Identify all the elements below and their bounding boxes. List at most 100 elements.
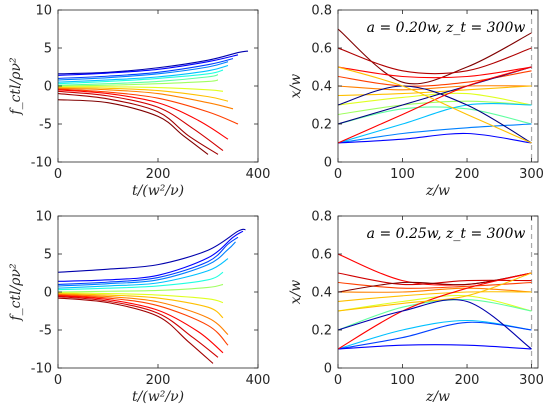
y-axis-label: x/w (288, 280, 304, 305)
y-tick-label: 5 (44, 42, 52, 57)
series-line-0 (58, 228, 246, 273)
series-line-6 (338, 92, 532, 106)
series-line-15 (58, 99, 209, 155)
x-tick-label: 0 (334, 373, 342, 388)
panel-annotation: a = 0.20w, z_t = 300w (367, 20, 526, 36)
series-group (58, 228, 246, 364)
panel-annotation: a = 0.25w, z_t = 300w (367, 226, 526, 242)
y-tick-label: -5 (39, 118, 52, 133)
x-tick-label: 100 (390, 373, 415, 388)
x-tick-label: 300 (519, 373, 544, 388)
series-line-11 (58, 295, 224, 354)
series-line-15 (338, 66, 532, 144)
y-tick-label: 0.4 (311, 286, 332, 301)
x-tick-label: 0 (54, 167, 62, 182)
y-tick-label: 0 (324, 362, 332, 377)
panel-top-left: 0 200 400 10 5 0 -5 -10 t/(w²/ν) f_ctl/ρν² (8, 4, 270, 200)
series-line-11 (338, 272, 532, 350)
y-tick-label: 10 (35, 4, 52, 19)
series-line-3 (338, 287, 532, 293)
series-line-0 (58, 50, 249, 75)
y-tick-label: -10 (31, 362, 52, 377)
series-line-1 (58, 54, 239, 76)
y-tick-label: 0.6 (311, 248, 332, 263)
series-line-4 (58, 258, 229, 289)
y-tick-label: 0 (44, 286, 52, 301)
y-axis-label: f_ctl/ρν² (8, 263, 24, 322)
series-line-10 (338, 123, 532, 144)
series-line-8 (58, 86, 224, 92)
x-tick-label: 200 (146, 373, 171, 388)
series-line-14 (338, 66, 532, 144)
x-tick-label: 200 (455, 373, 480, 388)
y-tick-label: 0.4 (311, 80, 332, 95)
series-line-0 (338, 28, 532, 85)
x-tick-label: 300 (519, 167, 544, 182)
x-axis-label: z/w (425, 183, 450, 199)
series-line-9 (338, 344, 532, 350)
panel-top-right: 0 100 200 300 0.8 0.6 0.4 0.2 0 z/w x/w a = 0.20w, … (288, 4, 544, 200)
series-line-13 (338, 85, 532, 144)
series-line-9 (338, 103, 532, 144)
y-tick-label: 0.6 (311, 42, 332, 57)
series-line-6 (58, 283, 224, 293)
panel-bottom-right: 0 100 200 300 0.8 0.6 0.4 0.2 0 z/w x/w a = 0.25w, … (288, 210, 544, 406)
series-line-5 (338, 294, 532, 312)
series-group (338, 28, 532, 144)
series-line-7 (58, 292, 224, 304)
series-line-10 (58, 87, 234, 110)
series-line-6 (338, 298, 532, 331)
x-tick-label: 0 (54, 373, 62, 388)
y-tick-label: -10 (31, 156, 52, 171)
series-line-10 (58, 294, 229, 346)
series-line-11 (58, 88, 239, 125)
series-line-2 (58, 58, 234, 79)
y-tick-label: -5 (39, 324, 52, 339)
x-axis-label: t/(w²/ν) (132, 183, 184, 199)
series-group (58, 50, 249, 155)
x-tick-label: 200 (146, 167, 171, 182)
series-line-13 (58, 297, 214, 364)
x-tick-label: 400 (246, 167, 271, 182)
series-line-10 (338, 272, 532, 293)
series-line-6 (58, 74, 219, 86)
series-line-4 (338, 85, 532, 91)
series-line-5 (58, 271, 224, 291)
series-line-12 (58, 296, 219, 358)
panel-bottom-left: 0 200 400 10 5 0 -5 -10 t/(w²/ν) f_ctl/ρν² (8, 210, 270, 406)
series-line-8 (58, 292, 224, 319)
series-line-13 (338, 299, 532, 350)
y-tick-label: 0.8 (311, 210, 332, 225)
y-tick-label: 0.2 (311, 118, 332, 133)
series-line-1 (338, 47, 532, 75)
x-tick-label: 0 (334, 167, 342, 182)
series-group (338, 253, 532, 350)
series-line-13 (58, 90, 224, 152)
series-line-2 (338, 66, 532, 79)
series-line-3 (58, 61, 229, 81)
y-tick-label: 0.8 (311, 4, 332, 19)
series-line-7 (58, 79, 219, 87)
series-line-9 (58, 86, 229, 102)
series-line-11 (338, 132, 532, 144)
y-tick-label: 0.2 (311, 324, 332, 339)
series-line-12 (338, 272, 532, 312)
series-line-3 (338, 70, 532, 87)
y-axis-label: f_ctl/ρν² (8, 57, 24, 116)
series-line-7 (338, 100, 532, 116)
series-line-8 (338, 106, 532, 125)
x-tick-label: 400 (246, 373, 271, 388)
y-tick-label: 10 (35, 210, 52, 225)
y-tick-label: 0 (324, 156, 332, 171)
series-line-4 (338, 291, 532, 303)
series-line-1 (58, 230, 244, 282)
x-axis-label: t/(w²/ν) (132, 389, 184, 405)
x-axis-label: z/w (425, 389, 450, 405)
x-tick-label: 200 (455, 167, 480, 182)
series-line-2 (58, 236, 239, 285)
series-line-9 (58, 293, 229, 335)
series-line-14 (58, 93, 219, 155)
y-tick-label: 0 (44, 80, 52, 95)
y-axis-label: x/w (288, 74, 304, 99)
